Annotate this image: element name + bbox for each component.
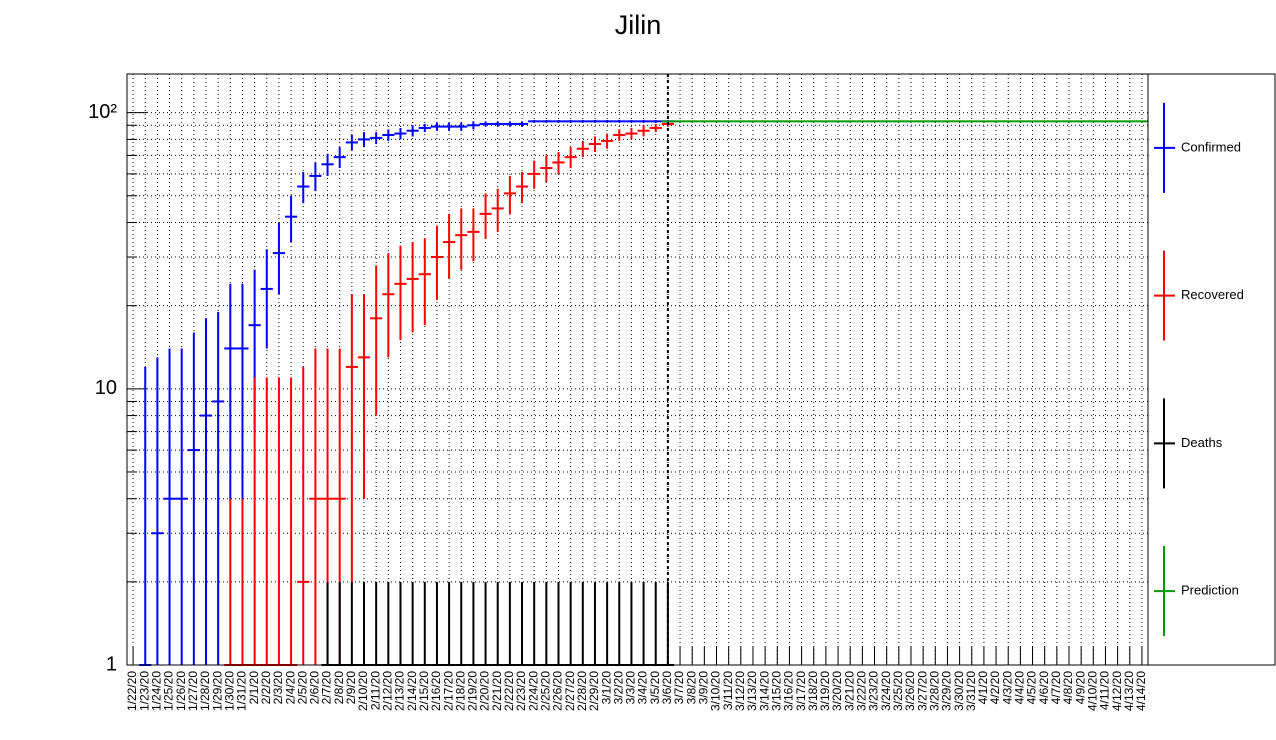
x-tick-label: 3/14/20 — [757, 671, 771, 711]
x-tick-label: 2/24/20 — [526, 671, 540, 711]
legend-label: Confirmed — [1181, 139, 1241, 154]
x-tick-label: 3/30/20 — [952, 671, 966, 711]
x-tick-label: 1/23/20 — [137, 671, 151, 711]
x-tick-label: 3/20/20 — [830, 671, 844, 711]
x-tick-label: 1/28/20 — [198, 671, 212, 711]
x-tick-label: 2/3/20 — [271, 671, 285, 705]
x-tick-label: 2/25/20 — [539, 671, 553, 711]
x-tick-label: 3/1/20 — [599, 671, 613, 705]
x-tick-label: 3/29/20 — [940, 671, 954, 711]
x-tick-label: 3/16/20 — [782, 671, 796, 711]
x-tick-label: 4/9/20 — [1073, 671, 1087, 705]
x-tick-label: 2/26/20 — [551, 671, 565, 711]
x-tick-label: 3/9/20 — [697, 671, 711, 705]
x-tick-label: 2/19/20 — [466, 671, 480, 711]
x-tick-label: 4/11/20 — [1098, 671, 1112, 710]
x-tick-label: 2/9/20 — [344, 671, 358, 705]
x-tick-label: 3/12/20 — [733, 671, 747, 711]
x-tick-label: 3/11/20 — [721, 671, 735, 710]
x-tick-label: 3/26/20 — [903, 671, 917, 711]
x-tick-label: 4/10/20 — [1085, 671, 1099, 711]
x-tick-label: 2/22/20 — [502, 671, 516, 711]
x-tick-label: 2/12/20 — [380, 671, 394, 711]
x-tick-label: 2/2/20 — [259, 671, 273, 705]
x-tick-label: 2/28/20 — [575, 671, 589, 711]
x-tick-label: 4/3/20 — [1000, 671, 1014, 705]
x-tick-label: 4/6/20 — [1037, 671, 1051, 705]
x-tick-label: 3/28/20 — [927, 671, 941, 711]
x-tick-label: 2/27/20 — [563, 671, 577, 711]
x-tick-label: 4/12/20 — [1110, 671, 1124, 711]
x-tick-label: 3/7/20 — [672, 671, 686, 705]
x-tick-label: 2/14/20 — [405, 671, 419, 711]
x-tick-label: 3/4/20 — [636, 671, 650, 705]
x-tick-label: 3/17/20 — [794, 671, 808, 711]
x-tick-label: 3/6/20 — [660, 671, 674, 705]
x-tick-label: 3/22/20 — [855, 671, 869, 711]
x-tick-label: 3/21/20 — [842, 671, 856, 711]
x-tick-label: 1/30/20 — [222, 671, 236, 711]
x-tick-label: 1/25/20 — [162, 671, 176, 711]
x-tick-label: 2/20/20 — [478, 671, 492, 711]
x-tick-label: 3/5/20 — [648, 671, 662, 705]
x-tick-label: 4/13/20 — [1122, 671, 1136, 711]
x-tick-label: 2/16/20 — [429, 671, 443, 711]
x-tick-label: 2/4/20 — [283, 671, 297, 705]
x-tick-label: 4/1/20 — [976, 671, 990, 705]
legend-label: Deaths — [1181, 435, 1223, 450]
x-tick-label: 2/23/20 — [514, 671, 528, 711]
x-tick-label: 2/17/20 — [441, 671, 455, 711]
x-tick-label: 3/2/20 — [611, 671, 625, 705]
y-tick-label: 10 — [95, 377, 117, 399]
x-tick-label: 3/15/20 — [769, 671, 783, 711]
x-tick-label: 3/19/20 — [818, 671, 832, 711]
x-tick-label: 3/3/20 — [624, 671, 638, 705]
x-tick-label: 2/1/20 — [247, 671, 261, 705]
x-tick-label: 1/27/20 — [186, 671, 200, 711]
x-tick-label: 2/11/20 — [368, 671, 382, 710]
x-tick-label: 1/29/20 — [210, 671, 224, 711]
x-tick-label: 4/7/20 — [1049, 671, 1063, 705]
x-tick-label: 3/25/20 — [891, 671, 905, 711]
x-tick-label: 2/21/20 — [490, 671, 504, 711]
x-tick-label: 2/6/20 — [308, 671, 322, 705]
x-tick-label: 2/18/20 — [453, 671, 467, 711]
x-tick-label: 3/18/20 — [806, 671, 820, 711]
x-tick-label: 3/27/20 — [915, 671, 929, 711]
x-tick-label: 2/29/20 — [587, 671, 601, 711]
x-tick-label: 4/4/20 — [1013, 671, 1027, 705]
x-tick-label: 2/13/20 — [393, 671, 407, 711]
x-tick-label: 4/5/20 — [1025, 671, 1039, 705]
legend-frame — [1147, 73, 1276, 666]
legend-label: Recovered — [1181, 287, 1244, 302]
x-tick-label: 3/13/20 — [745, 671, 759, 711]
x-tick-label: 3/10/20 — [709, 671, 723, 711]
x-tick-label: 4/2/20 — [988, 671, 1002, 705]
x-tick-label: 2/7/20 — [320, 671, 334, 705]
x-tick-label: 2/5/20 — [295, 671, 309, 705]
y-tick-label: 10² — [88, 101, 117, 123]
chart-title: Jilin — [615, 10, 662, 40]
x-tick-label: 1/26/20 — [174, 671, 188, 711]
x-tick-label: 4/14/20 — [1134, 671, 1148, 711]
x-tick-label: 4/8/20 — [1061, 671, 1075, 705]
x-tick-label: 1/24/20 — [150, 671, 164, 711]
x-tick-label: 3/31/20 — [964, 671, 978, 711]
x-tick-label: 3/23/20 — [867, 671, 881, 711]
legend-label: Prediction — [1181, 583, 1239, 598]
x-tick-label: 2/10/20 — [356, 671, 370, 711]
x-tick-label: 2/15/20 — [417, 671, 431, 711]
x-tick-label: 1/31/20 — [235, 671, 249, 711]
x-tick-label: 3/24/20 — [879, 671, 893, 711]
y-tick-label: 1 — [106, 653, 117, 675]
x-tick-label: 3/8/20 — [684, 671, 698, 705]
x-tick-label: 1/22/20 — [125, 671, 139, 711]
x-tick-label: 2/8/20 — [332, 671, 346, 705]
